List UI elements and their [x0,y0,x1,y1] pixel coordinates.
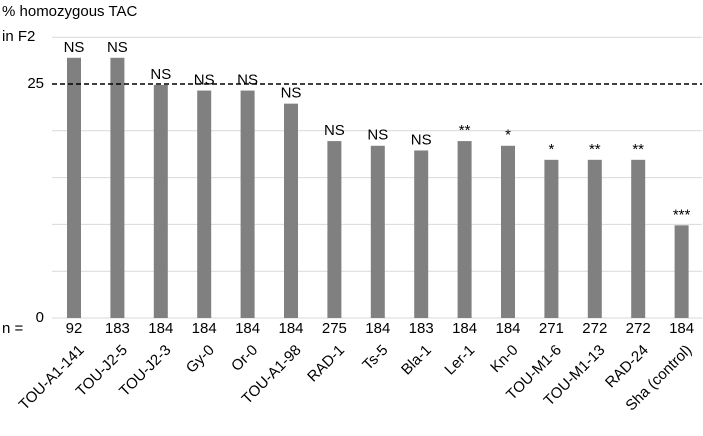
bar [327,141,342,318]
bar [544,159,559,318]
significance-label: ** [459,122,471,139]
n-value: 272 [582,320,607,337]
x-tick-label: Ts-5 [359,342,391,374]
bar [457,141,472,318]
bar [370,145,385,318]
significance-label: NS [411,131,432,148]
significance-label: NS [281,85,302,102]
significance-label: NS [107,39,128,56]
n-value: 271 [539,320,564,337]
n-value: 184 [192,320,217,337]
y-tick-label: 25 [27,75,44,92]
significance-label: NS [150,66,171,83]
n-value: 184 [235,320,260,337]
bar [240,90,255,318]
bar [414,150,429,318]
bar [197,90,212,318]
n-value: 184 [278,320,303,337]
n-value: 183 [105,320,130,337]
n-value: 183 [409,320,434,337]
bar [110,57,125,319]
n-value: 275 [322,320,347,337]
n-value: 184 [495,320,520,337]
x-tick-label: TOU-A1-141 [16,342,88,414]
y-axis-title: in F2 [2,28,35,45]
bar [631,159,646,318]
bar [674,225,689,318]
significance-label: NS [237,72,258,89]
bar [284,103,298,318]
n-value: 184 [669,320,694,337]
n-label: n = [2,320,24,337]
significance-label: * [505,127,511,144]
x-tick-label: RAD-1 [304,342,348,386]
bar [587,159,602,318]
bar [67,57,81,319]
n-value: 92 [66,320,83,337]
significance-label: NS [367,127,388,144]
n-value: 184 [148,320,173,337]
significance-label: ** [632,141,644,158]
x-tick-label: Kn-0 [487,342,521,376]
significance-label: NS [194,72,215,89]
significance-label: * [548,141,554,158]
n-value: 184 [452,320,477,337]
significance-label: *** [673,206,691,223]
bar [501,145,515,318]
significance-label: ** [589,141,601,158]
significance-label: NS [64,39,85,56]
bar [153,84,168,318]
x-tick-label: Gy-0 [183,342,218,377]
x-tick-label: Ler-1 [441,342,478,379]
x-tick-label: Bla-1 [398,342,435,379]
y-axis-title: % homozygous TAC [2,3,138,20]
n-value: 184 [365,320,390,337]
x-tick-label: Or-0 [228,342,261,375]
n-value: 272 [626,320,651,337]
significance-label: NS [324,122,345,139]
y-tick-label: 0 [36,309,44,326]
